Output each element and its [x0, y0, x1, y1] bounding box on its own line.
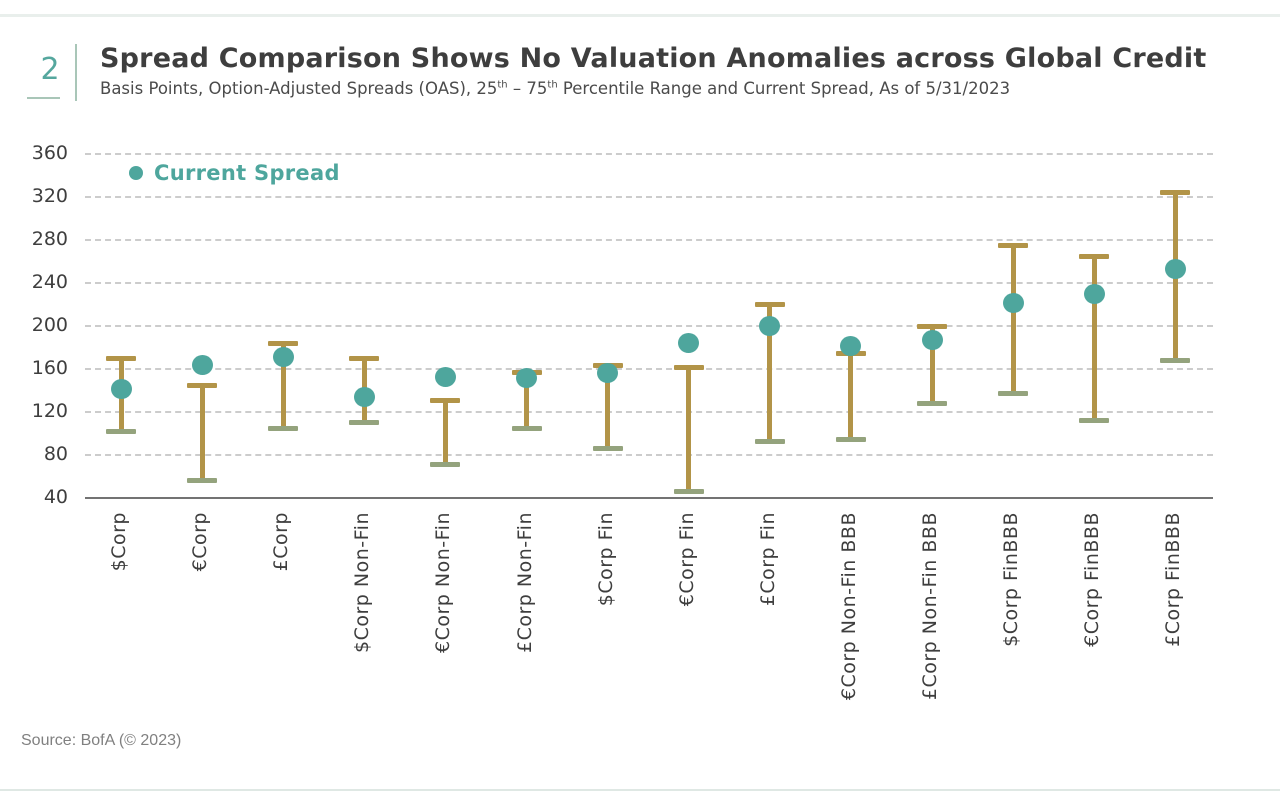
current-spread-dot	[921, 329, 943, 350]
error-bar-stem	[605, 365, 611, 449]
x-tick-label: €Corp Non-Fin	[432, 512, 455, 653]
bottom-divider	[0, 789, 1280, 791]
current-spread-dot	[516, 367, 537, 388]
x-tick-label: €Corp Non-Fin BBB	[837, 512, 860, 701]
x-axis-line	[85, 497, 1213, 499]
y-tick-label: 120	[31, 400, 68, 422]
error-bar-stem	[929, 326, 935, 404]
legend-label: Current Spread	[154, 161, 340, 185]
x-tick-label: $Corp Non-Fin	[351, 512, 374, 653]
x-tick-label: $Corp	[108, 512, 130, 572]
error-bar-cap-low	[998, 391, 1029, 397]
current-spread-dot	[759, 316, 781, 336]
error-bar-stem	[686, 367, 692, 492]
error-bar-stem	[848, 353, 854, 440]
error-bar-cap-low	[349, 420, 380, 426]
top-divider	[0, 14, 1280, 17]
error-bar-cap-high	[998, 242, 1029, 248]
error-bar-cap-high	[754, 302, 785, 307]
gridline	[85, 196, 1213, 198]
gridline	[85, 325, 1213, 327]
error-bar-cap-low	[268, 425, 299, 431]
error-bar-cap-high	[1079, 253, 1110, 259]
error-bar-stem	[767, 304, 773, 442]
badge-vertical-line	[75, 44, 77, 101]
x-tick-label: £Corp Non-Fin BBB	[919, 512, 941, 701]
gridline	[85, 368, 1213, 370]
x-tick-label: $Corp FinBBB	[1000, 512, 1023, 647]
error-bar-stem	[1010, 245, 1016, 394]
error-bar-stem	[442, 400, 448, 465]
error-bar-cap-low	[673, 489, 704, 495]
y-tick-label: 160	[31, 357, 68, 379]
y-tick-label: 40	[43, 486, 68, 508]
y-tick-label: 240	[31, 271, 68, 293]
current-spread-dot	[353, 386, 375, 407]
legend-dot-icon	[129, 166, 143, 180]
current-spread-dot	[597, 363, 619, 384]
current-spread-dot	[1002, 293, 1024, 314]
exhibit-number-badge: 2	[27, 44, 77, 101]
current-spread-dot	[840, 336, 862, 357]
error-bar-cap-low	[592, 446, 623, 452]
gridline	[85, 239, 1213, 241]
error-bar-cap-high	[673, 365, 704, 371]
gridline	[85, 153, 1213, 155]
badge-horizontal-line	[27, 97, 60, 99]
page-title: Spread Comparison Shows No Valuation Ano…	[100, 43, 1207, 74]
error-bar-cap-low	[187, 478, 218, 484]
error-bar-cap-low	[1079, 418, 1110, 424]
x-tick-label: £Corp FinBBB	[1162, 512, 1185, 647]
y-tick-label: 80	[43, 443, 68, 465]
x-tick-label: $Corp Fin	[594, 512, 617, 607]
current-spread-dot	[191, 354, 213, 375]
y-tick-label: 200	[31, 314, 68, 336]
error-bar-cap-high	[430, 397, 461, 403]
error-bar-stem	[199, 385, 205, 481]
error-bar-cap-high	[1160, 190, 1191, 196]
exhibit-number: 2	[40, 51, 60, 87]
x-tick-label: €Corp	[189, 512, 212, 572]
current-spread-dot	[1164, 259, 1186, 280]
y-tick-label: 320	[31, 185, 68, 207]
error-bar-cap-high	[268, 340, 299, 346]
gridline	[85, 454, 1213, 456]
x-tick-label: £Corp Fin	[756, 512, 779, 607]
error-bar-cap-high	[349, 355, 380, 361]
chart-legend: Current Spread	[129, 161, 340, 185]
error-bar-cap-low	[835, 437, 866, 443]
error-bar-cap-high	[187, 382, 218, 388]
x-tick-label: €Corp Fin	[675, 512, 698, 607]
gridline	[85, 411, 1213, 413]
x-tick-label: €Corp FinBBB	[1081, 512, 1104, 647]
error-bar-cap-low	[1160, 357, 1191, 363]
error-bar-stem	[524, 372, 529, 429]
error-bar-cap-high	[917, 323, 947, 329]
current-spread-dot	[110, 379, 132, 400]
error-bar-cap-low	[754, 438, 785, 444]
error-bar-cap-high	[106, 355, 136, 361]
error-bar-stem	[1091, 256, 1097, 421]
error-bar-stem	[280, 343, 286, 429]
y-tick-label: 360	[31, 142, 68, 164]
current-spread-dot	[678, 333, 700, 354]
y-tick-label: 280	[31, 228, 68, 250]
current-spread-dot	[434, 366, 456, 387]
current-spread-dot	[1083, 283, 1105, 304]
error-bar-cap-low	[106, 428, 136, 434]
error-bar-cap-low	[511, 425, 542, 431]
page-subtitle: Basis Points, Option-Adjusted Spreads (O…	[100, 79, 1011, 98]
source-note: Source: BofA (© 2023)	[21, 732, 182, 749]
error-bar-cap-low	[430, 462, 461, 468]
gridline	[85, 282, 1213, 284]
current-spread-dot	[272, 347, 294, 368]
error-bar-cap-low	[917, 400, 947, 406]
x-tick-label: £Corp	[270, 512, 293, 572]
x-tick-label: £Corp Non-Fin	[513, 512, 536, 653]
